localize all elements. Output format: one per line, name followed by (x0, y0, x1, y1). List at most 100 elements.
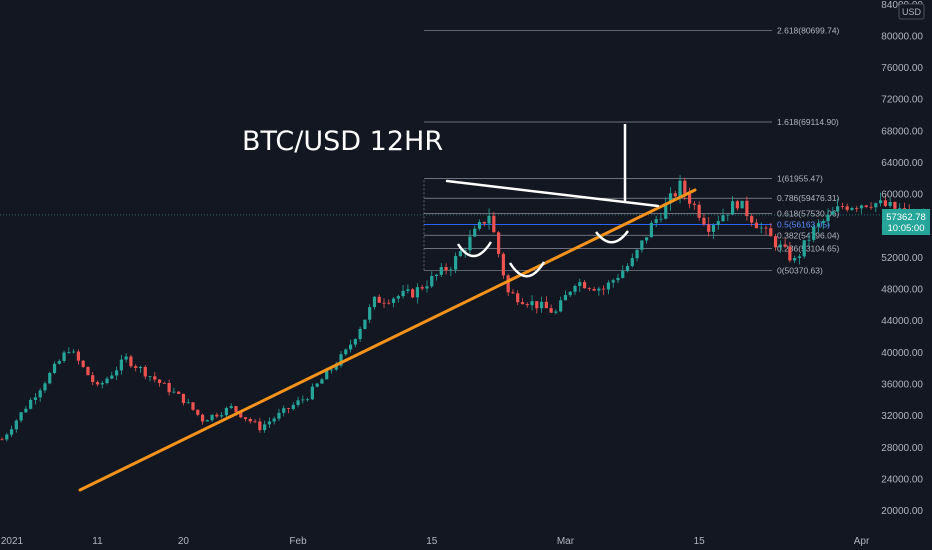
white-resistance-line[interactable] (445, 179, 660, 208)
candle-body (177, 391, 181, 394)
fib-level-label: 1.618(69114.90) (777, 117, 839, 127)
orange-trendline[interactable] (78, 188, 697, 492)
candle-body (363, 319, 367, 330)
candle-body (272, 418, 276, 422)
fib-level-label: 0.5(56163.05) (777, 219, 830, 229)
candle-body (205, 420, 209, 422)
candle-body (649, 222, 653, 238)
candle-body (850, 207, 854, 210)
candle-body (5, 434, 9, 440)
shoulder-arc-right[interactable] (595, 230, 630, 244)
annotations[interactable] (78, 124, 697, 492)
candle-body (329, 369, 334, 371)
candle-body (802, 240, 806, 257)
candle-body (229, 406, 233, 408)
fib-level-label: 2.618(80699.74) (777, 25, 840, 35)
candle-body (621, 271, 625, 278)
candle-body (263, 424, 267, 431)
candle-body (845, 206, 849, 210)
candle-body (826, 214, 830, 222)
candle-body (511, 292, 515, 294)
candle-body (119, 359, 123, 371)
candle-body (372, 296, 377, 308)
candle-body (277, 412, 281, 419)
price-tick-label: 36000.00 (881, 380, 923, 391)
candle-body (411, 289, 415, 298)
price-tick-label: 76000.00 (881, 63, 923, 74)
candle-body (310, 386, 314, 400)
price-tick-label: 40000.00 (881, 348, 923, 359)
candle-body (874, 203, 878, 208)
candle-body (754, 222, 759, 229)
candle-body (568, 291, 572, 296)
candle-body (353, 339, 357, 345)
candle-body (859, 205, 864, 209)
time-tick-label: 15 (426, 536, 438, 547)
candle-body (759, 227, 763, 229)
fib-level-label: 0.382(54796.04) (777, 230, 840, 240)
candle-body (315, 383, 319, 387)
candle-body (487, 215, 491, 224)
price-tick-label: 68000.00 (881, 126, 923, 137)
candle-body (224, 407, 229, 416)
candle-body (391, 298, 396, 303)
candle-body (573, 285, 577, 292)
currency-badge[interactable]: USD (898, 3, 925, 20)
candle-body (215, 414, 219, 417)
price-tick-label: 52000.00 (881, 253, 923, 264)
price-tick-label: 64000.00 (881, 158, 923, 169)
head-arc[interactable] (508, 261, 546, 278)
candle-body (525, 304, 529, 306)
price-tick-label: 72000.00 (881, 95, 923, 106)
candle-body (320, 379, 324, 384)
candle-body (549, 308, 553, 313)
candle-body (463, 250, 467, 252)
candle-body (616, 277, 620, 281)
fib-level-label: 0.236(53104.65) (777, 244, 840, 254)
candle-body (334, 365, 338, 370)
candle-body (707, 224, 711, 232)
candle-body (76, 351, 80, 361)
candle-body (773, 236, 778, 248)
candle-body (740, 200, 744, 209)
candle-body (883, 200, 887, 206)
candle-body (473, 228, 477, 237)
price-tick-label: 80000.00 (881, 31, 923, 42)
candle-body (377, 296, 381, 303)
candle-body (797, 256, 802, 258)
candle-body (855, 207, 859, 209)
candle-body (186, 402, 190, 404)
price-tick-label: 28000.00 (881, 443, 923, 454)
candle-body (157, 379, 162, 383)
candle-body (143, 366, 147, 377)
candle-body (19, 412, 23, 421)
candle-body (344, 349, 348, 355)
candle-body (138, 366, 143, 368)
candle-body (368, 307, 372, 320)
candle-body (148, 376, 152, 378)
time-axis[interactable]: 20211120Feb15Mar15Apr1221May1019 (1, 536, 932, 547)
candle-body (434, 274, 439, 276)
candle-body (105, 378, 109, 384)
candle-body (181, 393, 186, 403)
candle-body (110, 375, 114, 379)
shoulder-arc-left[interactable] (456, 241, 493, 258)
candle-body (692, 203, 696, 205)
price-tick-label: 20000.00 (881, 506, 923, 517)
candle-body (248, 419, 252, 422)
candle-body (306, 399, 310, 401)
candle-body (286, 408, 291, 409)
candle-body (497, 232, 501, 254)
currency-label: USD (902, 7, 922, 17)
candle-body (29, 399, 33, 409)
candle-body (602, 288, 606, 290)
candle-body (530, 301, 534, 306)
candle-body (688, 193, 692, 204)
price-axis[interactable]: 20000.00 24000.00 28000.00 32000.00 36000.00… (881, 0, 923, 517)
candle-body (539, 301, 544, 309)
candle-body (406, 289, 410, 291)
candle-body (812, 226, 816, 240)
candle-body (544, 301, 548, 309)
candle-body (678, 180, 682, 197)
